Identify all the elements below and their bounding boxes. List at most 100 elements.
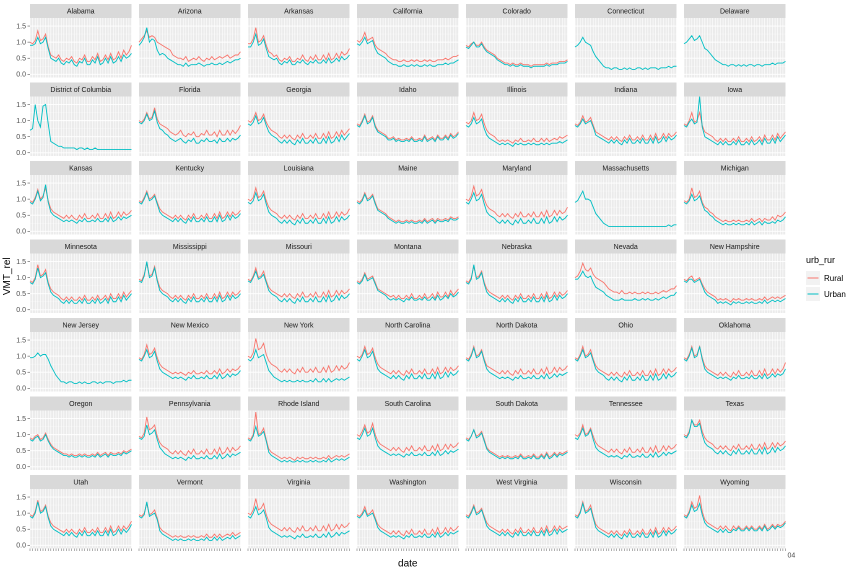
panel-background	[466, 253, 568, 313]
y-tick-label: 0.0	[16, 72, 26, 79]
rural-series-line	[247, 498, 350, 534]
facet-panel: Georgia	[247, 82, 350, 156]
facet-strip-label: Maryland	[502, 166, 531, 173]
facet-strip-label: New Jersey	[62, 323, 99, 330]
y-tick-label: 0.5	[16, 370, 26, 377]
urban-series-line	[683, 278, 786, 306]
urban-series-line	[574, 36, 677, 70]
panel-background	[575, 410, 677, 470]
panel-background	[30, 96, 132, 156]
facet-strip-label: Delaware	[720, 9, 750, 16]
facet-strip	[575, 239, 677, 254]
rural-series-line	[29, 29, 132, 64]
facet-strip-label: Nebraska	[502, 244, 532, 251]
legend-label-rural: Rural	[824, 274, 843, 283]
facet-strip	[139, 82, 241, 97]
facet-strip	[248, 396, 350, 411]
panel-background	[357, 175, 459, 235]
facet-strip-label: Georgia	[286, 87, 311, 94]
urban-series-line	[138, 348, 241, 381]
facet-strip-label: New Hampshire	[710, 244, 760, 251]
facet-strip	[30, 82, 132, 97]
rural-series-line	[574, 500, 677, 537]
facet-panel: Maine	[356, 161, 459, 235]
urban-series-line	[356, 114, 459, 143]
facet-strip-label: Wisconsin	[610, 480, 642, 487]
facet-panel: Nevada	[574, 239, 677, 313]
panel-background	[357, 332, 459, 392]
urban-series-line	[574, 501, 677, 540]
panel-background	[575, 253, 677, 313]
facet-strip-label: Maine	[398, 166, 417, 173]
urban-series-line	[574, 189, 677, 227]
urban-series-line	[30, 352, 132, 384]
facet-panel: Ohio	[574, 318, 677, 392]
facet-panel: California	[356, 4, 459, 78]
panel-background	[466, 489, 568, 549]
facet-strip-label: South Dakota	[496, 401, 539, 408]
facet-strip	[575, 4, 677, 18]
y-tick-label: 1.0	[16, 511, 26, 518]
facet-strip-label: Utah	[73, 480, 88, 487]
facet-strip-label: Missouri	[286, 244, 313, 251]
y-tick-label: 0.5	[16, 291, 26, 298]
panel-background	[575, 332, 677, 392]
facet-strip-label: Rhode Island	[278, 401, 319, 408]
facet-strip-label: Connecticut	[607, 9, 644, 16]
urban-series-line	[683, 193, 786, 226]
facet-strip	[684, 239, 786, 254]
facet-panel: North Dakota	[465, 318, 568, 392]
rural-series-line	[247, 338, 350, 375]
rural-series-line	[138, 189, 241, 221]
panel-background	[466, 410, 568, 470]
facet-strip	[357, 239, 459, 254]
rural-series-line	[574, 114, 677, 143]
facet-strip	[30, 318, 132, 332]
rural-series-line	[465, 184, 568, 220]
facet-strip	[248, 318, 350, 332]
facet-strip	[357, 475, 459, 489]
facet-panel: District of Columbia 0.0 0.5 1.0 1.5	[16, 82, 132, 157]
facet-strip	[139, 239, 241, 254]
facet-panel: Oregon 0.0 0.5 1.0 1.5	[16, 396, 132, 471]
panel-background	[30, 175, 132, 235]
panel-background	[248, 410, 350, 470]
urban-series-line	[356, 273, 459, 303]
facet-panel: Idaho	[356, 82, 459, 156]
urban-series-line	[138, 27, 241, 67]
urban-series-line	[29, 103, 132, 151]
facet-strip	[139, 396, 241, 411]
facet-strip	[357, 4, 459, 18]
y-tick-label: 1.0	[16, 275, 26, 282]
facet-strip-label: Florida	[179, 87, 201, 94]
panel-background	[139, 489, 241, 549]
facet-strip	[575, 396, 677, 411]
rural-series-line	[356, 31, 459, 62]
facet-panel: Montana	[356, 239, 459, 313]
facet-panel: Washington	[356, 475, 459, 551]
rural-series-line	[356, 191, 459, 223]
facet-strip	[139, 318, 241, 332]
rural-series-line	[138, 107, 241, 138]
facet-strip-label: Colorado	[503, 9, 532, 16]
panel-background	[30, 489, 132, 549]
rural-series-line	[247, 186, 350, 221]
facet-strip	[30, 239, 132, 254]
urban-series-line	[465, 505, 568, 538]
facet-strip-label: Arizona	[178, 9, 202, 16]
y-tick-label: 1.0	[16, 197, 26, 204]
facet-strip-label: New York	[284, 323, 314, 330]
facet-strip-label: California	[393, 9, 423, 16]
rural-series-line	[574, 261, 677, 295]
panel-background	[684, 96, 786, 156]
urban-series-line	[138, 261, 241, 304]
y-tick-label: 1.0	[16, 432, 26, 439]
facet-strip-label: Minnesota	[65, 244, 97, 251]
panel-background	[139, 175, 241, 235]
urban-series-line	[247, 348, 350, 383]
facet-strip	[139, 475, 241, 489]
facet-strip	[139, 4, 241, 18]
rural-series-line	[247, 266, 350, 300]
facet-panel: Connecticut	[574, 4, 677, 78]
panel-background	[30, 410, 132, 470]
